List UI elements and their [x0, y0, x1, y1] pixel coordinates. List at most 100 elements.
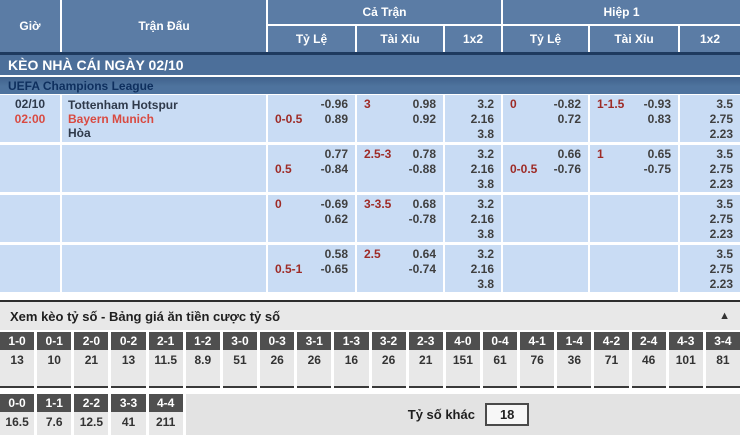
handicap-odds[interactable]: -0.82 [553, 97, 581, 111]
1x2-cell-h1[interactable]: 3.5 2.75 2.23 [680, 145, 740, 192]
overunder-odds[interactable]: 0.83 [647, 112, 671, 126]
home-team[interactable]: Tottenham Hotspur [68, 98, 178, 112]
1x2-odds[interactable]: 3.8 [477, 277, 494, 291]
score-odds[interactable]: 26 [260, 350, 295, 388]
overunder-cell-ft[interactable]: 2.5 0.64 -0.74 [357, 245, 445, 292]
1x2-odds[interactable]: 3.2 [477, 197, 494, 211]
1x2-cell-ft[interactable]: 3.2 2.16 3.8 [445, 145, 503, 192]
league-header[interactable]: UEFA Champions League [0, 77, 740, 95]
1x2-odds[interactable]: 3.2 [477, 147, 494, 161]
other-score-value[interactable]: 18 [484, 403, 530, 426]
1x2-odds[interactable]: 2.75 [709, 212, 733, 226]
handicap-odds[interactable]: -0.65 [320, 262, 348, 276]
score-odds[interactable]: 10 [37, 350, 72, 388]
score-odds[interactable]: 51 [222, 350, 258, 388]
handicap-cell-ft[interactable]: -0.96 0-0.5 0.89 [268, 95, 357, 142]
score-odds[interactable]: 26 [371, 350, 406, 388]
1x2-cell-ft[interactable]: 3.2 2.16 3.8 [445, 195, 503, 242]
1x2-odds[interactable]: 2.23 [709, 177, 733, 191]
score-odds[interactable]: 8.9 [185, 350, 220, 388]
1x2-odds[interactable]: 3.8 [477, 177, 494, 191]
collapse-arrow-icon[interactable]: ▲ [719, 310, 730, 322]
overunder-odds[interactable]: -0.74 [408, 262, 436, 276]
away-team[interactable]: Bayern Munich [68, 112, 155, 126]
1x2-odds[interactable]: 3.5 [716, 197, 733, 211]
score-odds[interactable]: 16 [334, 350, 369, 388]
1x2-cell-h1[interactable]: 3.5 2.75 2.23 [680, 195, 740, 242]
handicap-odds[interactable]: 0.72 [557, 112, 581, 126]
1x2-odds[interactable]: 2.16 [470, 262, 494, 276]
overunder-odds[interactable]: -0.93 [643, 97, 671, 111]
handicap-cell-h1[interactable]: 0.66 0-0.5 -0.76 [503, 145, 590, 192]
handicap-odds[interactable]: -0.96 [320, 97, 348, 111]
score-odds[interactable]: 7.6 [37, 412, 72, 435]
1x2-cell-h1[interactable]: 3.5 2.75 2.23 [680, 95, 740, 142]
score-odds[interactable]: 11.5 [148, 350, 183, 388]
handicap-odds[interactable]: 0.66 [557, 147, 581, 161]
overunder-odds[interactable]: 0.78 [412, 147, 436, 161]
score-odds[interactable]: 211 [148, 412, 183, 435]
score-odds[interactable]: 76 [520, 350, 555, 388]
1x2-odds[interactable]: 2.16 [470, 112, 494, 126]
overunder-cell-ft[interactable]: 3-3.5 0.68 -0.78 [357, 195, 445, 242]
score-odds[interactable]: 71 [594, 350, 629, 388]
score-odds[interactable]: 13 [111, 350, 146, 388]
score-odds[interactable]: 101 [668, 350, 703, 388]
handicap-odds[interactable]: 0.89 [324, 112, 348, 126]
overunder-odds[interactable]: 0.68 [412, 197, 436, 211]
overunder-cell-h1[interactable]: 1 0.65 -0.75 [590, 145, 680, 192]
1x2-odds[interactable]: 2.16 [470, 162, 494, 176]
overunder-cell-ft[interactable]: 2.5-3 0.78 -0.88 [357, 145, 445, 192]
handicap-odds[interactable]: -0.69 [320, 197, 348, 211]
handicap-odds[interactable]: -0.76 [553, 162, 581, 176]
score-section-header[interactable]: Xem kèo tỷ số - Bảng giá ăn tiền cược tỷ… [0, 300, 740, 330]
overunder-odds[interactable]: -0.75 [643, 162, 671, 176]
overunder-odds[interactable]: -0.88 [408, 162, 436, 176]
handicap-odds[interactable]: 0.62 [324, 212, 348, 226]
overunder-odds[interactable]: -0.78 [408, 212, 436, 226]
1x2-cell-ft[interactable]: 3.2 2.16 3.8 [445, 245, 503, 292]
1x2-odds[interactable]: 3.5 [716, 97, 733, 111]
1x2-odds[interactable]: 2.75 [709, 162, 733, 176]
1x2-odds[interactable]: 3.8 [477, 127, 494, 141]
1x2-cell-h1[interactable]: 3.5 2.75 2.23 [680, 245, 740, 292]
1x2-odds[interactable]: 3.2 [477, 247, 494, 261]
score-odds[interactable]: 21 [408, 350, 443, 388]
1x2-odds[interactable]: 2.23 [709, 127, 733, 141]
1x2-odds[interactable]: 2.23 [709, 227, 733, 241]
score-odds[interactable]: 46 [631, 350, 666, 388]
score-odds[interactable]: 61 [482, 350, 518, 388]
overunder-odds[interactable]: 0.64 [412, 247, 436, 261]
overunder-odds[interactable]: 0.65 [647, 147, 671, 161]
score-odds[interactable]: 16.5 [0, 412, 35, 435]
1x2-odds[interactable]: 3.5 [716, 147, 733, 161]
handicap-odds[interactable]: 0.58 [324, 247, 348, 261]
overunder-odds[interactable]: 0.92 [412, 112, 436, 126]
1x2-odds[interactable]: 3.8 [477, 227, 494, 241]
1x2-odds[interactable]: 2.16 [470, 212, 494, 226]
1x2-odds[interactable]: 2.75 [709, 112, 733, 126]
score-odds[interactable]: 21 [74, 350, 109, 388]
score-odds[interactable]: 41 [111, 412, 146, 435]
handicap-cell-ft[interactable]: 0.77 0.5 -0.84 [268, 145, 357, 192]
score-odds[interactable]: 151 [445, 350, 480, 388]
score-odds[interactable]: 81 [705, 350, 740, 388]
overunder-odds[interactable]: 0.98 [412, 97, 436, 111]
1x2-odds[interactable]: 3.2 [477, 97, 494, 111]
handicap-odds[interactable]: -0.84 [320, 162, 348, 176]
overunder-cell-h1[interactable]: 1-1.5 -0.93 0.83 [590, 95, 680, 142]
overunder-cell-ft[interactable]: 3 0.98 0.92 [357, 95, 445, 142]
1x2-odds[interactable]: 2.23 [709, 277, 733, 291]
score-odds[interactable]: 36 [557, 350, 592, 388]
handicap-cell-ft[interactable]: 0.58 0.5-1 -0.65 [268, 245, 357, 292]
score-odds[interactable]: 13 [0, 350, 35, 388]
1x2-odds[interactable]: 2.75 [709, 262, 733, 276]
1x2-cell-ft[interactable]: 3.2 2.16 3.8 [445, 95, 503, 142]
handicap-cell-h1[interactable]: 0 -0.82 0.72 [503, 95, 590, 142]
1x2-odds[interactable]: 3.5 [716, 247, 733, 261]
handicap-odds[interactable]: 0.77 [324, 147, 348, 161]
score-col: 0-2 13 [111, 332, 146, 388]
score-odds[interactable]: 12.5 [74, 412, 109, 435]
score-odds[interactable]: 26 [297, 350, 332, 388]
handicap-cell-ft[interactable]: 0 -0.69 0.62 [268, 195, 357, 242]
